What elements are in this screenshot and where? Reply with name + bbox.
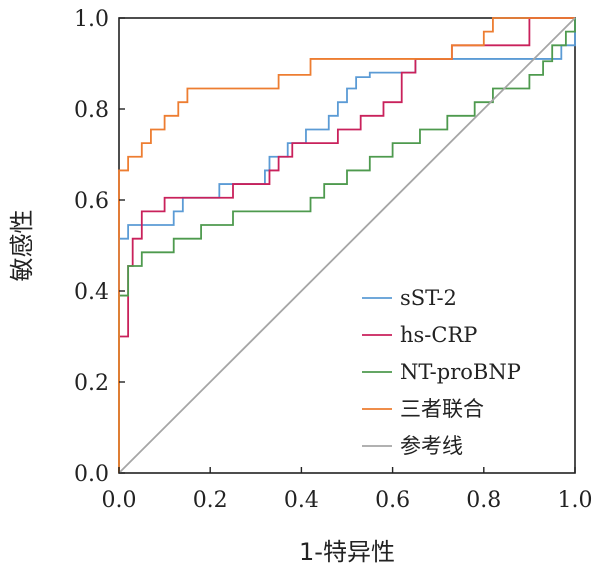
y-tick-label: 0.6: [74, 189, 109, 214]
series-line-4: [118, 17, 576, 474]
x-tick-label: 0.8: [466, 488, 501, 513]
x-tick-label: 0.0: [102, 488, 137, 513]
series-line-2: [118, 18, 576, 473]
x-tick-label: 0.2: [193, 488, 228, 513]
series-line-0: [118, 18, 576, 473]
legend-label: 参考线: [400, 434, 463, 458]
legend-label: hs-CRP: [400, 323, 477, 347]
y-tick-label: 0.0: [74, 462, 109, 487]
y-tick-label: 0.4: [74, 280, 109, 305]
y-axis-title: 敏感性: [8, 210, 36, 282]
x-tick-label: 0.6: [375, 488, 410, 513]
y-tick-label: 0.8: [74, 98, 109, 123]
series-line-3: [118, 17, 575, 473]
x-axis-ticks: 0.0 0.2 0.4 0.6 0.8 1.0: [102, 467, 593, 513]
y-axis-ticks: 0.0 0.2 0.4 0.6 0.8 1.0: [74, 7, 125, 487]
y-tick-label: 0.2: [74, 371, 109, 396]
legend-label: sST-2: [400, 286, 457, 310]
legend-label: NT-proBNP: [400, 360, 521, 384]
legend-label: 三者联合: [400, 397, 484, 421]
x-tick-label: 1.0: [558, 488, 593, 513]
x-tick-label: 0.4: [284, 488, 319, 513]
x-axis-title: 1-特异性: [299, 538, 395, 566]
y-tick-label: 1.0: [74, 7, 109, 32]
series-line-1: [118, 17, 575, 473]
roc-curves: [118, 17, 576, 474]
